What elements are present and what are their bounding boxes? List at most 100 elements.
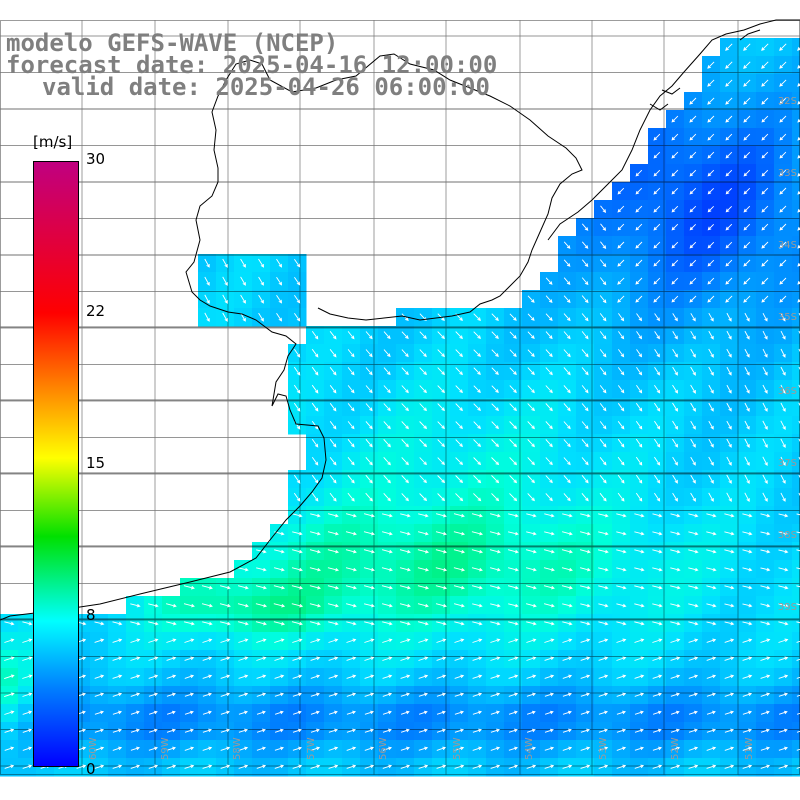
wind-arrow [672,438,679,448]
wind-arrow [526,531,537,536]
wind-arrow [543,603,555,608]
wind-arrow [419,493,428,502]
wind-arrow [707,61,715,69]
wind-arrow [796,730,800,733]
wind-arrow [598,621,609,626]
wind-arrow [599,277,607,286]
wind-arrow [346,692,357,697]
wind-arrow [401,385,409,394]
wind-arrow [184,764,195,769]
wind-arrow [274,710,284,715]
wind-arrow [563,277,571,286]
wind-arrow [473,313,481,321]
wind-arrow [563,241,571,249]
wind-arrow [509,403,517,412]
wind-arrow [688,531,699,536]
wind-arrow [472,603,483,608]
wind-arrow [419,457,427,466]
wind-arrow [455,367,463,376]
wind-arrow [311,438,319,448]
wind-arrow [688,621,699,626]
wind-arrow [148,728,158,733]
wind-arrow [780,456,786,466]
wind-arrow [600,223,607,231]
wind-arrow [688,656,699,661]
wind-arrow [418,746,429,751]
wind-arrow [581,241,589,249]
wind-arrow [598,674,609,679]
wind-arrow [670,531,681,536]
wind-arrow [742,710,752,715]
wind-arrow [383,439,391,448]
lon-label: 60W [88,737,99,760]
wind-arrow [634,692,645,697]
coastline-north [547,19,800,241]
colorbar-tick: 8 [86,606,96,624]
wind-arrow [580,692,590,697]
wind-arrow [383,367,391,376]
wind-arrow [707,277,715,285]
wind-arrow [382,638,393,643]
wind-arrow [382,746,393,751]
wind-arrow [779,277,787,285]
wind-arrow [309,531,321,536]
wind-arrow [724,656,735,661]
wind-arrow [778,728,788,733]
field-cell [792,272,800,291]
wind-arrow [454,674,465,679]
wind-arrow [346,764,357,769]
wind-arrow [291,567,303,572]
wind-arrow [437,403,445,412]
lon-label: 52W [670,737,681,760]
wind-arrow [310,674,321,679]
wind-arrow [346,656,357,661]
wind-arrow [724,531,735,536]
wind-arrow [274,638,285,643]
wind-arrow [94,621,105,626]
wind-arrow [744,384,750,394]
field-cell [792,344,800,363]
wind-arrow [490,621,501,626]
wind-arrow [454,746,465,751]
wind-arrow [437,331,445,340]
wind-arrow [742,549,753,554]
wind-arrow [581,331,589,340]
wind-arrow [762,348,768,358]
wind-arrow [491,367,499,375]
wind-arrow [401,439,409,448]
wind-arrow [418,728,428,733]
wind-arrow [762,330,768,340]
wind-arrow [599,349,607,358]
wind-arrow [309,621,321,626]
wind-arrow [419,349,427,358]
wind-arrow [417,585,430,590]
wind-arrow [706,746,717,751]
wind-arrow [708,366,714,376]
wind-arrow [490,746,501,751]
wind-arrow [418,513,429,518]
wind-arrow [616,764,627,769]
wind-arrow [670,585,681,590]
wind-arrow [255,585,267,590]
wind-arrow [689,205,697,213]
wind-arrow [400,692,410,697]
wind-arrow [509,385,517,394]
wind-arrow [454,710,464,715]
wind-arrow [726,456,732,466]
wind-arrow [363,549,375,554]
wind-arrow [545,277,553,285]
wind-arrow [364,656,375,661]
wind-arrow [364,621,375,626]
wind-arrow [743,205,751,213]
lon-label: 58W [232,737,243,760]
wind-arrow [364,638,375,643]
wind-arrow [652,656,663,661]
lon-label: 56W [378,737,389,760]
wind-arrow [220,656,231,661]
lat-label: 33S [777,168,797,179]
wind-arrow [238,692,249,697]
wind-arrow [761,97,769,105]
wind-arrow [796,603,800,606]
wind-arrow [670,603,681,608]
